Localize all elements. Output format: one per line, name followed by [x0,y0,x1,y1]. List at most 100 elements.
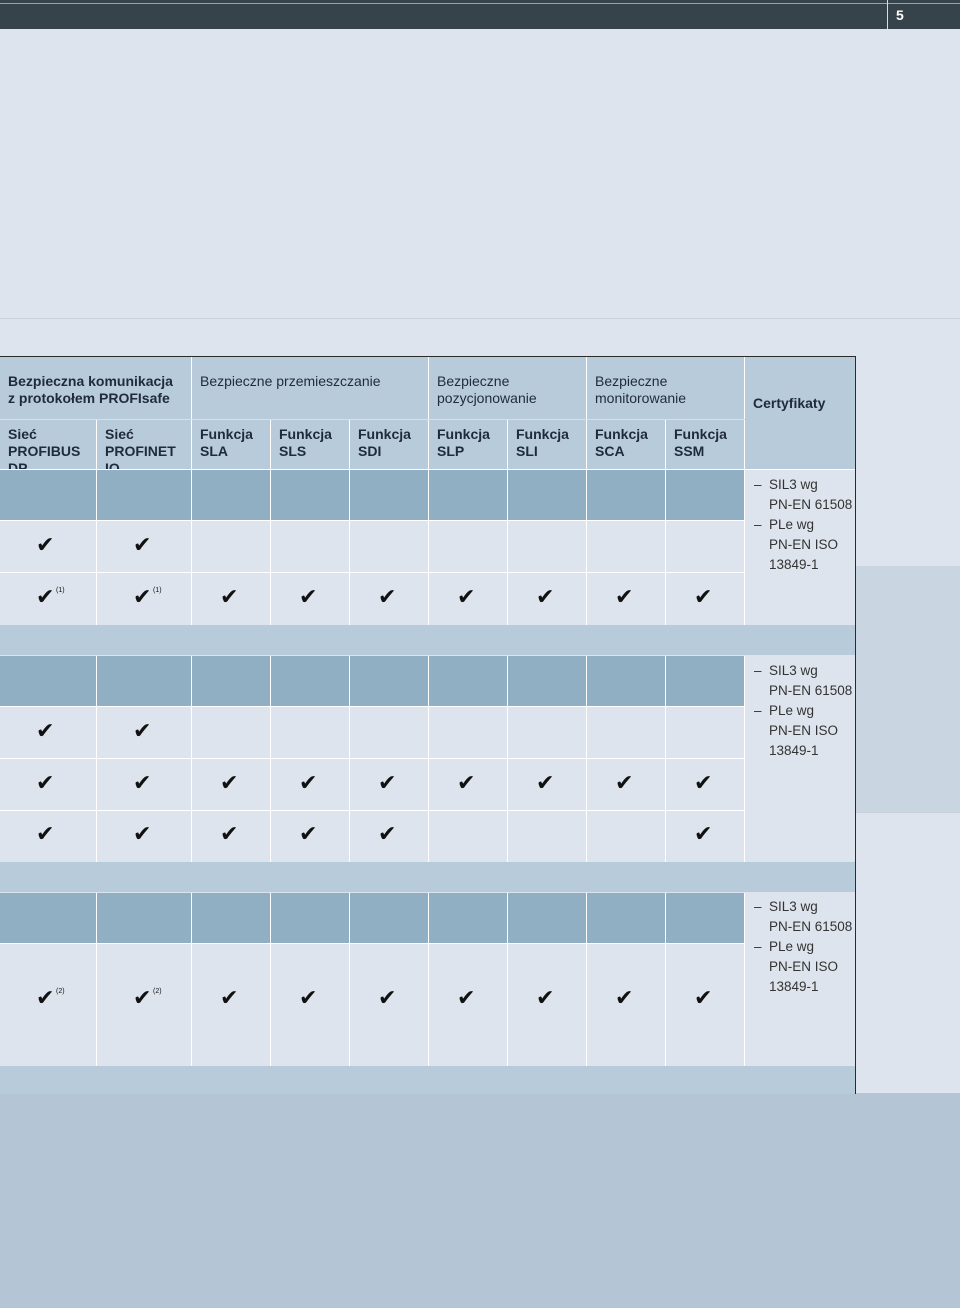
check-mark-icon: ✔ [36,822,55,847]
col-header-ssm: Funkcja SSM [666,419,745,469]
group-header-line: monitorowanie [595,390,687,406]
cert-dash: – [754,477,762,492]
page-number: 5 [887,0,960,29]
col-header-sli: Funkcja SLI [508,419,587,469]
check-mark-icon: ✔ [378,585,397,610]
check-mark-icon: ✔ [36,585,55,610]
cert-text: PLe wg [769,939,815,954]
section-separator-band [0,625,855,655]
footnote-marker: (1) [153,587,162,594]
check-mark-icon: ✔ [220,986,239,1011]
row-separator [0,706,745,707]
check-mark-icon: ✔ [133,986,152,1011]
cert-text: PN-EN 61508 [769,497,853,512]
cert-text: 13849-1 [769,743,819,758]
section-separator-band [0,862,855,892]
group-header-motion: Bezpieczne przemieszczanie [192,357,429,419]
column-separator [665,656,666,862]
group-header-positioning: Bezpieczne pozycjonowanie [429,357,587,419]
check-mark-icon: ✔ [536,771,555,796]
header-separator [586,357,587,469]
cert-text: SIL3 wg [769,899,818,914]
col-header-line: SLA [200,443,228,459]
check-mark-icon: ✔ [694,771,713,796]
section-separator-band [0,1066,855,1094]
footnote-marker: (2) [56,988,65,995]
check-mark-icon: ✔ [457,771,476,796]
check-mark-icon: ✔ [615,585,634,610]
cert-line: – SIL3 wg [754,475,850,495]
bottom-band [0,1093,960,1308]
certificates-section-3: – SIL3 wg PN-EN 61508 – PLe wg PN-EN ISO 1… [754,897,853,997]
top-bar-line [0,3,960,4]
col-header-line: Sieć [8,426,37,442]
safety-functions-table: Bezpieczna komunikacja z protokołem PROF… [0,356,856,1094]
check-mark-icon: ✔ [36,719,55,744]
header-separator [744,357,745,469]
check-mark-icon: ✔ [378,822,397,847]
col-header-profinet: Sieć PROFINET IO [97,419,192,476]
check-mark-icon: ✔ [299,585,318,610]
column-separator [665,893,666,1066]
check-mark-icon: ✔ [133,822,152,847]
column-separator [665,470,666,625]
col-header-line: SSM [674,443,705,459]
cert-text: PN-EN ISO [769,537,839,552]
cert-dash: – [754,899,762,914]
header-separator [507,419,508,469]
column-separator [349,470,350,625]
check-mark-icon: ✔ [694,585,713,610]
column-separator [507,893,508,1066]
col-header-line: Funkcja [200,426,253,442]
check-mark-icon: ✔ [694,986,713,1011]
check-mark-icon: ✔ [299,771,318,796]
cert-text: PN-EN ISO [769,959,839,974]
column-separator [270,656,271,862]
col-header-line: SLS [279,443,307,459]
side-band [856,566,960,812]
column-separator [191,893,192,1066]
check-mark-icon: ✔ [457,986,476,1011]
col-header-line: Sieć [105,426,134,442]
column-separator [586,893,587,1066]
col-header-slp: Funkcja SLP [429,419,508,469]
footnote-marker: (1) [56,587,65,594]
header-separator [191,357,192,469]
column-separator [349,893,350,1066]
cert-dash: – [754,939,762,954]
check-mark-icon: ✔ [133,719,152,744]
check-mark-icon: ✔ [378,771,397,796]
column-separator [507,656,508,862]
group-header-line: Bezpieczne [437,373,510,389]
column-separator [428,656,429,862]
col-header-sls: Funkcja SLS [271,419,350,469]
column-separator [428,893,429,1066]
col-header-line: Funkcja [674,426,727,442]
check-mark-icon: ✔ [536,585,555,610]
column-separator [96,470,97,625]
cert-line: – PLe wg [754,701,850,721]
certificates-section-2: – SIL3 wg PN-EN 61508 – PLe wg PN-EN ISO 1… [754,661,852,761]
group-header-line: pozycjonowanie [437,390,537,406]
check-mark-icon: ✔ [378,986,397,1011]
top-bar [0,0,960,29]
header-row-separator [0,419,745,420]
column-separator [744,470,745,625]
col-header-line: Funkcja [437,426,490,442]
check-mark-icon: ✔ [220,822,239,847]
header-separator [349,419,350,469]
check-mark-icon: ✔ [220,585,239,610]
column-separator [270,893,271,1066]
section-1-dark-row [0,470,745,520]
header-separator [428,357,429,469]
group-header-certificates: Certyfikaty [745,357,855,469]
cert-line: – PLe wg [754,937,850,957]
col-header-line: Funkcja [358,426,411,442]
cert-line: – SIL3 wg [754,661,850,681]
column-separator [191,656,192,862]
column-separator [744,893,745,1066]
cert-text: PN-EN 61508 [769,919,853,934]
column-separator [744,656,745,862]
group-header-line: Certyfikaty [753,395,826,411]
check-mark-icon: ✔ [299,986,318,1011]
